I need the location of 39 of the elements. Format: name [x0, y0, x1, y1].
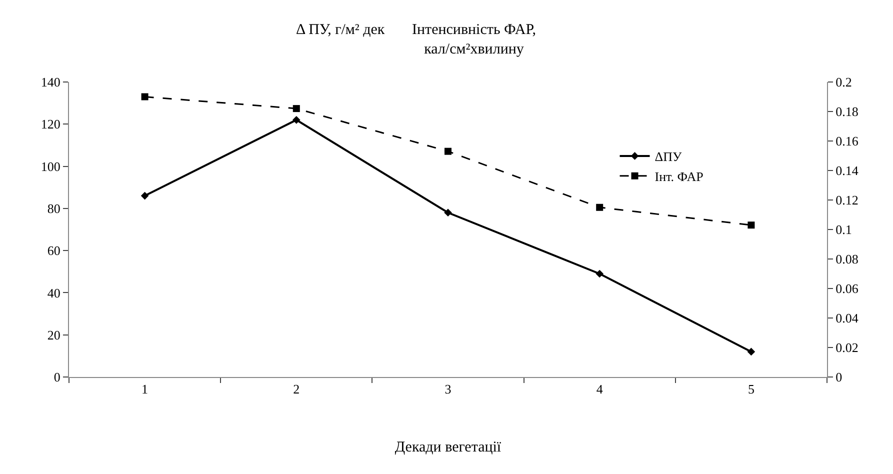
- y2-tick-label: 0.18: [836, 104, 858, 120]
- x-tick-label: 2: [293, 382, 300, 397]
- y2-tick-label: 0: [836, 370, 842, 385]
- x-tick-label: 5: [748, 382, 754, 397]
- y-axis-title: Δ ПУ, г/м² дек: [296, 22, 386, 38]
- y2-tick-label: 0.16: [836, 134, 859, 149]
- point: [141, 93, 148, 100]
- x-axis-title: Декади вегетації: [394, 440, 502, 456]
- y2-tick-label: 0.1: [836, 222, 852, 238]
- y2-axis-title: Інтенсивність ФАР, кал/см²хвилину: [412, 22, 536, 58]
- y2-tick-label: 0.04: [836, 310, 859, 326]
- point: [292, 116, 300, 124]
- y-tick-label: 80: [47, 200, 60, 216]
- point: [748, 222, 755, 229]
- y2-tick-label: 0.08: [836, 252, 858, 267]
- legend-label: ΔПУ: [654, 149, 683, 164]
- point: [444, 148, 452, 155]
- y-tick-label: 140: [40, 74, 60, 90]
- x-tick-label: 4: [596, 382, 604, 397]
- x-tick-label: 3: [444, 382, 452, 397]
- point: [140, 192, 149, 200]
- y2-tick-label: 0.14: [836, 163, 859, 178]
- point: [292, 105, 300, 112]
- y-tick-label: 40: [47, 285, 60, 300]
- point: [596, 204, 604, 211]
- legend-label: Інт. ФАР: [654, 168, 704, 184]
- point: [747, 348, 756, 356]
- x-tick-label: 1: [142, 382, 148, 397]
- y-tick-label: 0: [54, 370, 60, 385]
- y2-tick-label: 0.2: [836, 74, 852, 90]
- y-tick-label: 120: [40, 116, 60, 132]
- y2-tick-label: 0.06: [836, 281, 859, 296]
- y-tick-label: 20: [47, 327, 60, 342]
- y-tick-label: 60: [47, 243, 60, 258]
- point: [444, 208, 452, 217]
- y2-tick-label: 0.02: [836, 340, 858, 356]
- y-tick-label: 100: [40, 158, 60, 174]
- y2-tick-label: 0.12: [836, 192, 858, 208]
- point: [596, 270, 604, 278]
